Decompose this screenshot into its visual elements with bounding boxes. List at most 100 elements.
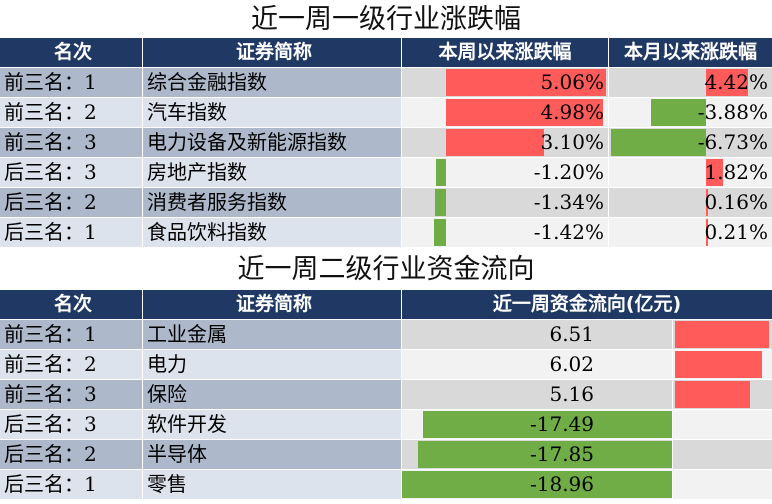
week-change-cell: -1.42% — [402, 218, 608, 247]
fund-flow-value: 6.51 — [549, 322, 594, 346]
security-name-cell: 房地产指数 — [143, 158, 401, 187]
security-name-cell: 保险 — [143, 380, 401, 409]
change-value: 4.98% — [540, 100, 604, 124]
change-value: 4.42% — [704, 70, 768, 94]
fund-flow-value: -17.85 — [529, 442, 594, 466]
header-fund-flow: 近一周资金流向(亿元) — [402, 290, 772, 319]
fund-flow-bar-cell — [673, 470, 772, 499]
rank-cell: 前三名：1 — [0, 320, 142, 349]
table-row: 后三名：1 零售 -18.96 — [0, 470, 772, 500]
header-rank: 名次 — [0, 38, 142, 67]
security-name-cell: 软件开发 — [143, 410, 401, 439]
outflow-bar — [402, 471, 672, 498]
week-change-cell: 5.06% — [402, 68, 608, 97]
fund-flow-bar-cell — [673, 410, 772, 439]
positive-bar — [706, 219, 708, 246]
table-row: 前三名：1 工业金属 6.51 — [0, 320, 772, 350]
security-name-cell: 消费者服务指数 — [143, 188, 401, 217]
negative-bar — [436, 159, 446, 186]
fund-flow-value: -18.96 — [529, 472, 594, 496]
positive-bar — [706, 189, 708, 216]
security-name-cell: 零售 — [143, 470, 401, 499]
negative-bar — [434, 219, 446, 246]
table-row: 前三名：2 汽车指数 4.98% -3.88% — [0, 98, 772, 128]
rank-cell: 后三名：2 — [0, 440, 142, 469]
change-value: -1.20% — [533, 160, 604, 184]
fund-flow-cell: -17.49 — [402, 410, 672, 439]
header-week-change: 本周以来涨跌幅 — [402, 38, 608, 67]
inflow-bar — [675, 321, 770, 348]
header-name: 证券简称 — [143, 38, 401, 67]
security-name-cell: 汽车指数 — [143, 98, 401, 127]
table-row: 前三名：3 保险 5.16 — [0, 380, 772, 410]
rank-cell: 前三名：1 — [0, 68, 142, 97]
inflow-bar — [675, 381, 750, 408]
table1-title: 近一周一级行业涨跌幅 — [251, 4, 521, 35]
fund-flow-cell: 6.02 — [402, 350, 672, 379]
fund-flow-cell: -17.85 — [402, 440, 672, 469]
header-rank: 名次 — [0, 290, 142, 319]
header-name: 证券简称 — [143, 290, 401, 319]
table-row: 后三名：1 食品饮料指数 -1.42% 0.21% — [0, 218, 772, 248]
positive-bar — [446, 129, 545, 156]
week-change-cell: -1.34% — [402, 188, 608, 217]
change-value: 3.10% — [540, 130, 604, 154]
inflow-bar — [675, 351, 763, 378]
fund-flow-value: 6.02 — [549, 352, 594, 376]
change-value: -6.73% — [697, 130, 768, 154]
fund-flow-cell: -18.96 — [402, 470, 672, 499]
security-name-cell: 综合金融指数 — [143, 68, 401, 97]
security-name-cell: 电力设备及新能源指数 — [143, 128, 401, 157]
table-row: 后三名：2 消费者服务指数 -1.34% 0.16% — [0, 188, 772, 218]
security-name-cell: 食品饮料指数 — [143, 218, 401, 247]
month-change-cell: 0.16% — [609, 188, 772, 217]
table-row: 后三名：3 房地产指数 -1.20% 1.82% — [0, 158, 772, 188]
table2-header-row: 名次 证券简称 近一周资金流向(亿元) — [0, 290, 772, 320]
change-value: 0.16% — [704, 190, 768, 214]
month-change-cell: -6.73% — [609, 128, 772, 157]
rank-cell: 前三名：3 — [0, 380, 142, 409]
rank-cell: 后三名：1 — [0, 470, 142, 499]
fund-flow-cell: 5.16 — [402, 380, 672, 409]
fund-flow-bar-cell — [673, 440, 772, 469]
security-name-cell: 电力 — [143, 350, 401, 379]
positive-bar — [446, 69, 606, 96]
table-row: 后三名：3 软件开发 -17.49 — [0, 410, 772, 440]
fund-flow-value: -17.49 — [529, 412, 594, 436]
header-month-change: 本月以来涨跌幅 — [609, 38, 772, 67]
outflow-bar — [417, 441, 672, 468]
change-value: -1.34% — [533, 190, 604, 214]
rank-cell: 后三名：3 — [0, 410, 142, 439]
security-name-cell: 半导体 — [143, 440, 401, 469]
change-value: -1.42% — [533, 220, 604, 244]
table2-title: 近一周二级行业资金流向 — [237, 254, 535, 285]
fund-flow-bar-cell — [673, 350, 772, 379]
table-row: 后三名：2 半导体 -17.85 — [0, 440, 772, 470]
month-change-cell: 4.42% — [609, 68, 772, 97]
fund-flow-cell: 6.51 — [402, 320, 672, 349]
change-value: 5.06% — [540, 70, 604, 94]
week-change-cell: 3.10% — [402, 128, 608, 157]
month-change-cell: -3.88% — [609, 98, 772, 127]
fund-flow-bar-cell — [673, 380, 772, 409]
table-row: 前三名：1 综合金融指数 5.06% 4.42% — [0, 68, 772, 98]
fund-flow-bar-cell — [673, 320, 772, 349]
rank-cell: 后三名：2 — [0, 188, 142, 217]
positive-bar — [446, 99, 604, 126]
week-change-cell: 4.98% — [402, 98, 608, 127]
table-row: 前三名：3 电力设备及新能源指数 3.10% -6.73% — [0, 128, 772, 158]
positive-bar — [706, 69, 749, 96]
positive-bar — [706, 159, 724, 186]
table-row: 前三名：2 电力 6.02 — [0, 350, 772, 380]
fund-flow-value: 5.16 — [549, 382, 594, 406]
negative-bar — [651, 99, 706, 126]
month-change-cell: 1.82% — [609, 158, 772, 187]
change-value: 0.21% — [704, 220, 768, 244]
week-change-cell: -1.20% — [402, 158, 608, 187]
change-value: 1.82% — [704, 160, 768, 184]
change-value: -3.88% — [697, 100, 768, 124]
security-name-cell: 工业金属 — [143, 320, 401, 349]
rank-cell: 前三名：3 — [0, 128, 142, 157]
table1-header-row: 名次 证券简称 本周以来涨跌幅 本月以来涨跌幅 — [0, 38, 772, 68]
negative-bar — [434, 189, 446, 216]
